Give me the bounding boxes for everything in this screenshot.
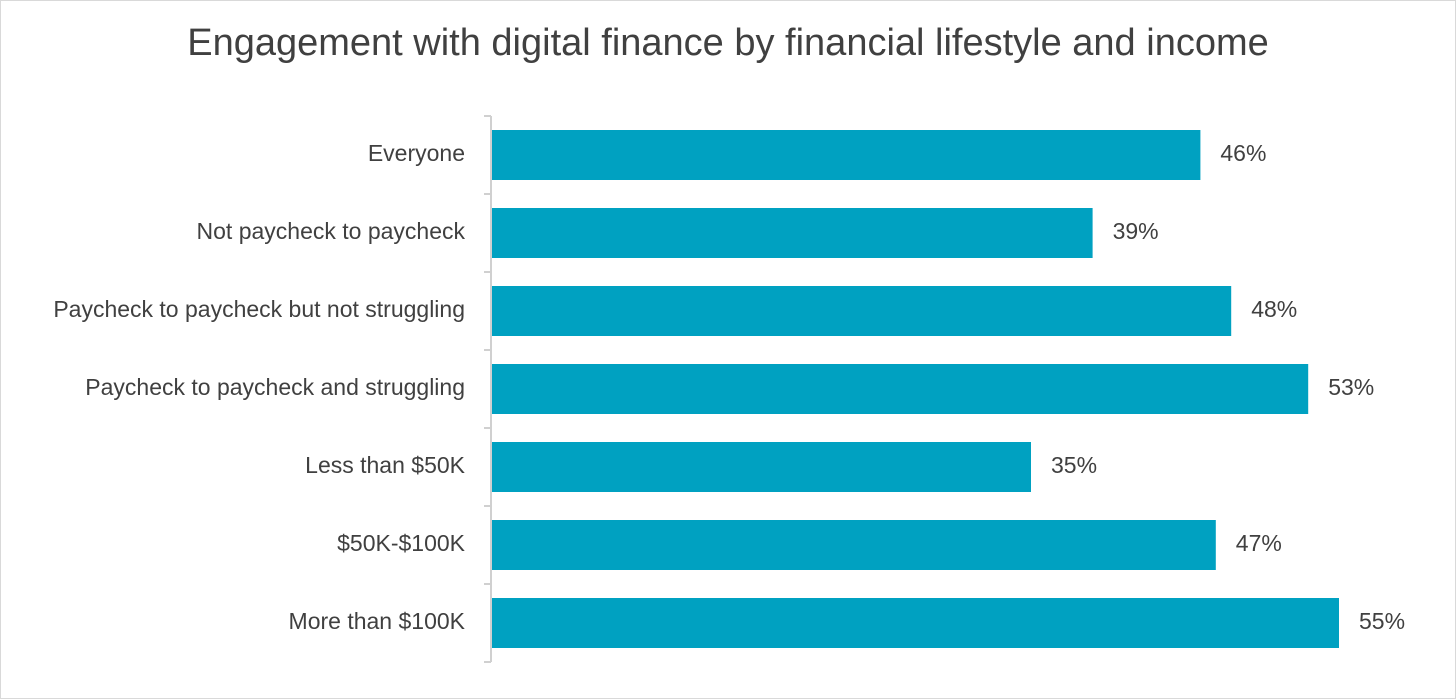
bar: [492, 208, 1093, 258]
bar: [492, 442, 1031, 492]
data-label: 46%: [1220, 140, 1266, 166]
data-label: 55%: [1359, 608, 1405, 634]
bar: [492, 130, 1201, 180]
data-label: 48%: [1251, 296, 1297, 322]
category-label: Paycheck to paycheck and struggling: [85, 374, 465, 400]
category-label: Paycheck to paycheck but not struggling: [53, 296, 465, 322]
data-label: 39%: [1113, 218, 1159, 244]
chart-title: Engagement with digital finance by finan…: [187, 22, 1269, 64]
category-label: Everyone: [368, 140, 465, 166]
data-label: 53%: [1328, 374, 1374, 400]
bar: [492, 364, 1309, 414]
data-label: 35%: [1051, 452, 1097, 478]
category-label: $50K-$100K: [337, 530, 466, 556]
bar: [492, 286, 1232, 336]
data-label: 47%: [1236, 530, 1282, 556]
category-label: More than $100K: [289, 608, 466, 634]
category-label: Less than $50K: [305, 452, 466, 478]
bar: [492, 598, 1339, 648]
bar: [492, 520, 1216, 570]
category-label: Not paycheck to paycheck: [197, 218, 466, 244]
